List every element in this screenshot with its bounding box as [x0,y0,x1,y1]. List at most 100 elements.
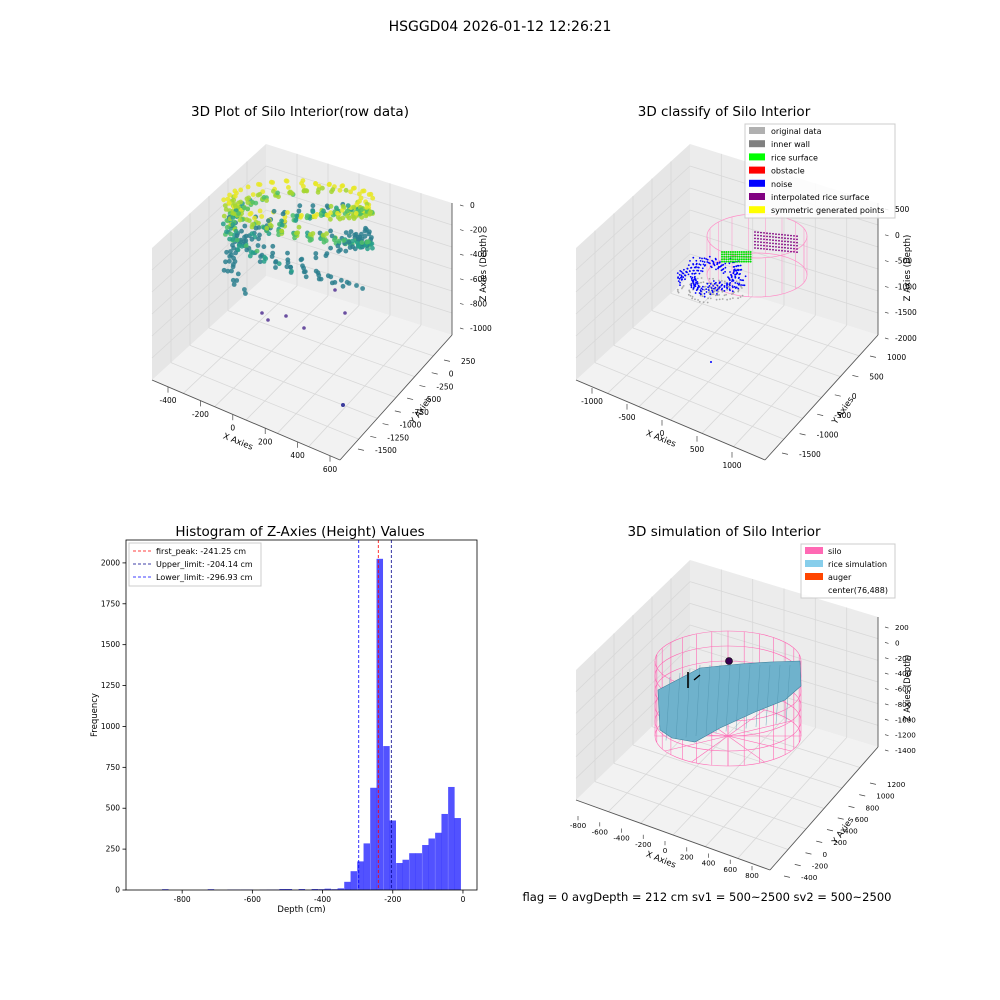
p1-data-point [234,278,240,283]
p1-data-point [264,225,270,231]
p2-rice-surface-point [732,255,734,258]
p2-noise-point [707,286,709,289]
p2-interpolated-point [793,251,795,253]
p4-y-tick [783,875,791,878]
histogram-bar [402,859,409,890]
p2-rice-surface-point [729,260,732,263]
p2-rice-surface-point [740,260,743,263]
p2-legend-frame [744,123,896,219]
p2-y-tick [781,452,789,455]
p1-data-point [234,237,240,243]
p2-original-point [699,294,702,297]
p2-x-tick-label: -500 [618,413,635,422]
p1-data-point [244,247,250,253]
p2-noise-point [722,263,725,266]
p2-noise-point [702,285,704,288]
p1-data-point [310,209,316,214]
p1-data-point [242,223,248,229]
p2-rice-surface-point [734,251,737,253]
p2-noise-point [690,266,693,269]
p2-interpolated-point [772,232,774,235]
p1-data-point [252,215,257,221]
p2-interpolated-point [787,240,789,243]
p1-y-tick-label: -1250 [387,433,409,442]
p1-data-point [266,218,271,224]
p2-interpolated-point [772,245,774,248]
p2-legend-swatch [749,140,765,148]
p4-z-tick-label: -600 [895,685,912,694]
p1-floor-pane [152,276,452,460]
histogram-bar [389,820,396,890]
p4-legend-label: auger [828,573,852,582]
histogram-x-axis-label: Depth (cm) [277,905,325,915]
p1-z-tick-label: -200 [470,226,487,235]
histogram-legend: first_peak: -241.25 cm Upper_limit: -204.… [128,542,262,587]
p2-legend-swatch [749,166,765,174]
p2-rice-surface-point [727,258,730,261]
p2-noise-point [708,255,711,258]
p2-rice-surface-point [747,258,750,261]
p2-noise-point [699,264,702,266]
p2-interpolated-point [775,239,777,242]
p4-y-tick-label: -400 [801,873,818,882]
p1-x-tick-label: 200 [258,437,273,446]
p1-data-point [328,210,334,216]
p2-rice-surface-point [738,251,741,253]
p2-original-point [728,286,731,289]
p1-data-point [370,245,375,251]
p2-interpolated-point [781,243,783,246]
histogram-frame [125,539,478,891]
p2-interpolated-point [787,234,789,237]
histogram-bar [350,871,358,890]
p2-noise-point [689,275,692,278]
p4-rice-mesh [785,664,791,723]
p1-data-point [332,237,337,243]
p4-center-marker [725,657,733,665]
p1-y-tick-label: 0 [449,370,454,379]
p1-grid [151,165,267,271]
p1-data-point [304,213,310,219]
p2-rice-surface-point [727,253,730,256]
p2-noise-point [711,259,713,262]
p1-data-point [328,203,334,209]
p1-data-point [261,244,267,250]
histogram-x-tick-label: -600 [244,895,261,904]
p2-interpolated-point [772,242,774,245]
p4-legend-swatch [805,573,823,580]
p2-original-point [677,291,680,294]
p2-interpolated-point [784,250,786,252]
p2-noise-point [705,291,708,293]
p4-x-tick-label: 400 [702,859,716,868]
p2-original-point [729,298,732,300]
p1-data-point [285,210,290,215]
p2-y-tick [799,433,806,436]
p2-rice-surface-point [749,253,752,256]
p1-data-point [231,282,237,287]
p1-data-point [324,212,330,218]
p1-data-point [320,185,325,191]
p2-original-point [708,277,711,280]
histogram-bar [337,888,345,890]
p2-original-point [714,294,717,297]
p2-noise-point [684,278,686,281]
p2-rice-surface-point [747,253,750,256]
p2-legend-swatch [749,179,765,187]
p1-data-point [243,243,249,249]
p2-noise-point [687,264,690,266]
p2-rice-surface-point [747,251,750,253]
p4-legend-swatch [805,560,823,567]
p2-noise-point [707,261,710,264]
p2-interpolated-point [778,239,780,242]
p2-noise-point [717,266,720,268]
p4-y-tick [869,782,877,785]
p2-original-point [741,294,744,297]
p2-rice-surface-point [732,251,734,253]
p1-data-point [293,218,298,224]
p2-noise-point [688,270,691,272]
p4-silo-wire [727,735,765,763]
p4-rice-mesh [765,664,771,726]
p2-legend-swatch [749,206,765,214]
p1-data-point [238,187,244,193]
p2-interpolated-point [790,247,792,250]
p1-data-point [288,189,293,195]
